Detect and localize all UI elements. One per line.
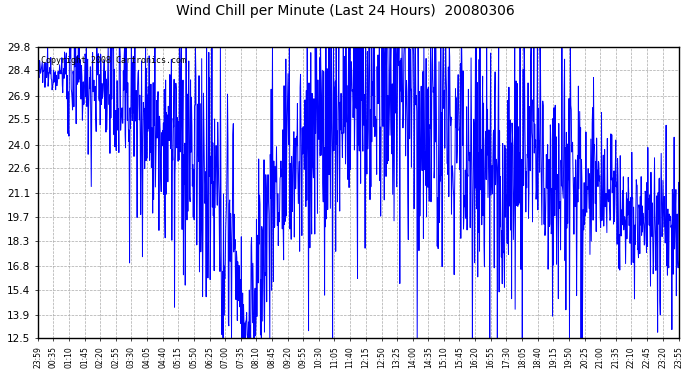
Text: Copyright 2008 Cartronics.com: Copyright 2008 Cartronics.com xyxy=(41,56,186,64)
Text: Wind Chill per Minute (Last 24 Hours)  20080306: Wind Chill per Minute (Last 24 Hours) 20… xyxy=(176,4,514,18)
